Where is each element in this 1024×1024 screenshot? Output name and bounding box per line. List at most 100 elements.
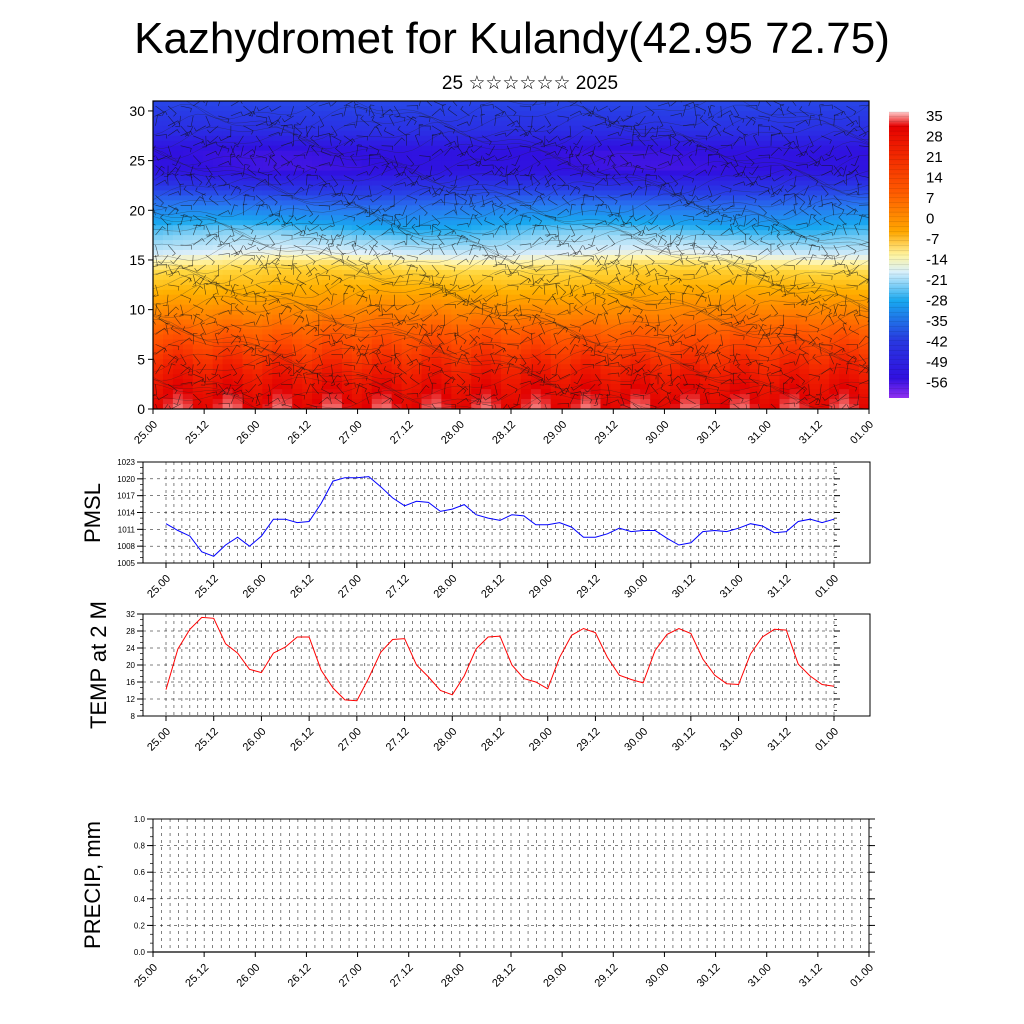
field-cell [849, 344, 860, 350]
field-cell [361, 364, 373, 370]
field-cell [640, 140, 651, 147]
field-cell [182, 115, 194, 122]
field-cell [481, 110, 492, 117]
field-cell [312, 245, 323, 251]
wind-barb [230, 204, 239, 216]
field-cell [421, 130, 433, 137]
field-cell [839, 324, 850, 331]
field-cell [282, 399, 293, 405]
field-cell [421, 314, 433, 321]
field-cell [282, 394, 293, 400]
field-cell [839, 379, 850, 385]
field-cell [779, 135, 791, 142]
field-cell [690, 399, 701, 405]
field-cell [799, 389, 810, 395]
field-cell [421, 215, 433, 221]
field-cell [630, 175, 641, 182]
field-cell [540, 205, 552, 211]
field-cell [520, 130, 532, 137]
field-cell [451, 354, 462, 360]
field-cell [481, 185, 492, 192]
field-cell [491, 220, 502, 226]
contour-line [153, 309, 869, 338]
contour-line [153, 148, 869, 177]
field-cell [391, 399, 403, 405]
field-cell [481, 155, 492, 162]
field-cell [282, 130, 293, 137]
field-cell [302, 165, 313, 172]
field-cell [650, 324, 661, 331]
wind-barb [193, 101, 205, 107]
wind-barb [203, 283, 208, 295]
field-cell [699, 105, 711, 112]
field-cell [630, 155, 641, 162]
field-cell [789, 195, 800, 201]
field-cell [699, 145, 711, 152]
field-cell [282, 230, 293, 236]
field-cell [809, 349, 820, 355]
field-cell [292, 269, 303, 276]
field-cell [242, 309, 254, 316]
field-cell [232, 369, 244, 375]
field-cell [302, 190, 313, 196]
field-cell [441, 145, 452, 152]
field-cell [670, 334, 681, 341]
field-cell [381, 314, 393, 321]
field-cell [530, 294, 542, 301]
field-cell [192, 195, 204, 201]
field-cell [729, 195, 741, 201]
field-cell [769, 309, 781, 316]
field-cell [153, 135, 164, 142]
wind-barb [293, 224, 303, 236]
field-cell [839, 115, 850, 122]
field-cell [540, 269, 552, 276]
field-cell [550, 289, 562, 296]
field-cell [709, 274, 721, 281]
field-cell [421, 299, 433, 306]
field-cell [451, 384, 462, 390]
field-cell [202, 279, 214, 286]
field-cell [640, 230, 651, 236]
contour-line [153, 354, 869, 383]
field-cell [391, 135, 403, 142]
field-cell [381, 284, 393, 291]
field-cell [282, 115, 293, 122]
wind-barb [331, 125, 338, 138]
field-cell [729, 404, 741, 409]
field-cell [411, 130, 423, 137]
field-cell [839, 359, 850, 365]
field-cell [232, 240, 244, 246]
field-cell [351, 304, 363, 311]
field-cell [341, 215, 353, 221]
field-cell [162, 334, 174, 341]
field-cell [381, 324, 393, 331]
field-cell [491, 200, 502, 206]
field-cell [292, 384, 303, 390]
field-cell [172, 250, 184, 256]
field-cell [580, 250, 592, 256]
field-cell [322, 379, 333, 385]
field-cell [600, 264, 612, 271]
wind-barb [255, 334, 260, 347]
field-cell [819, 115, 830, 122]
field-cell [709, 210, 721, 216]
field-cell [520, 180, 532, 187]
field-cell [391, 319, 403, 326]
field-cell [839, 160, 850, 167]
field-cell [222, 130, 234, 137]
field-cell [799, 205, 810, 211]
field-cell [650, 135, 661, 142]
field-cell [481, 364, 492, 370]
field-cell [272, 210, 283, 216]
field-cell [421, 269, 433, 276]
wind-barb [167, 355, 179, 365]
field-cell [839, 205, 850, 211]
field-cell [849, 369, 860, 375]
field-cell [481, 279, 492, 286]
field-cell [282, 205, 293, 211]
field-cell [481, 404, 492, 409]
field-cell [381, 250, 393, 256]
field-cell [709, 150, 721, 157]
field-cell [829, 195, 840, 201]
field-cell [252, 404, 263, 409]
